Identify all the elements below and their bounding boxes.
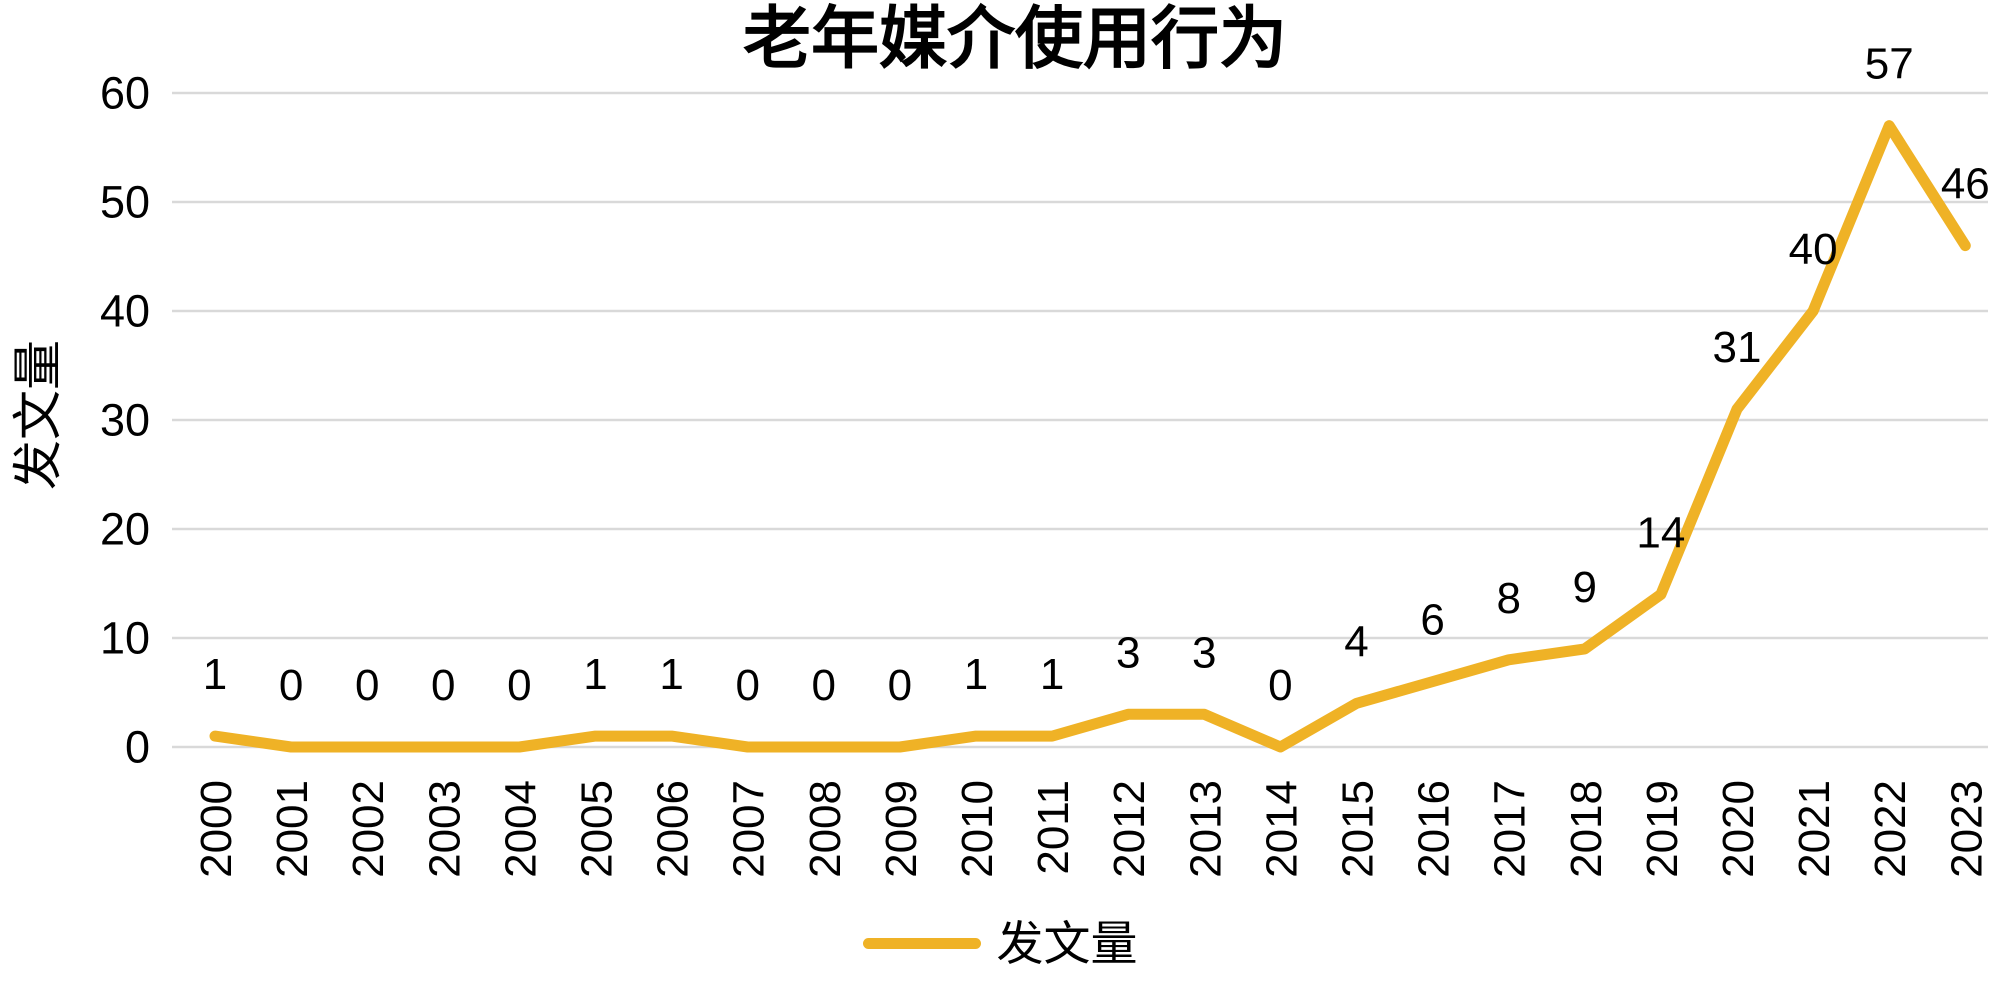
x-tick-label: 2015 bbox=[1334, 780, 1383, 878]
legend-label: 发文量 bbox=[996, 916, 1138, 970]
data-label: 4 bbox=[1344, 617, 1368, 666]
x-tick-label: 2007 bbox=[725, 780, 774, 878]
y-axis-title: 发文量 bbox=[10, 340, 66, 490]
y-tick-label: 0 bbox=[125, 722, 150, 773]
x-tick-label: 2013 bbox=[1181, 780, 1230, 878]
y-tick-label: 60 bbox=[100, 68, 150, 119]
legend-line-swatch bbox=[862, 937, 981, 949]
x-tick-label: 2002 bbox=[344, 780, 393, 878]
data-label: 1 bbox=[659, 650, 683, 699]
data-label: 0 bbox=[507, 661, 531, 710]
x-tick-label: 2023 bbox=[1942, 780, 1991, 878]
data-label: 1 bbox=[203, 650, 227, 699]
data-label: 0 bbox=[279, 661, 303, 710]
x-tick-label: 2012 bbox=[1105, 780, 1154, 878]
chart-title: 老年媒介使用行为 bbox=[742, 1, 1287, 77]
x-tick-label: 2008 bbox=[801, 780, 850, 878]
data-label: 40 bbox=[1789, 225, 1838, 274]
x-tick-label: 2017 bbox=[1486, 780, 1535, 878]
x-tick-label: 2003 bbox=[420, 780, 469, 878]
x-tick-label: 2004 bbox=[496, 780, 545, 878]
x-tick-label: 2022 bbox=[1866, 780, 1915, 878]
data-label: 0 bbox=[812, 661, 836, 710]
x-tick-label: 2014 bbox=[1257, 780, 1306, 878]
y-tick-label: 40 bbox=[100, 286, 150, 337]
data-label: 6 bbox=[1420, 596, 1444, 645]
y-tick-label: 20 bbox=[100, 504, 150, 555]
x-tick-label: 2010 bbox=[953, 780, 1002, 878]
y-tick-label: 50 bbox=[100, 177, 150, 228]
x-tick-label: 2006 bbox=[649, 780, 698, 878]
x-tick-label: 2021 bbox=[1790, 780, 1839, 878]
x-tick-label: 2016 bbox=[1410, 780, 1459, 878]
x-tick-label: 2000 bbox=[192, 780, 241, 878]
series-line bbox=[209, 120, 1971, 753]
x-tick-label: 2020 bbox=[1714, 780, 1763, 878]
x-tick-label: 2005 bbox=[573, 780, 622, 878]
data-label: 0 bbox=[355, 661, 379, 710]
data-label: 9 bbox=[1573, 563, 1597, 612]
x-tick-label: 2009 bbox=[877, 780, 926, 878]
x-tick-label: 2001 bbox=[268, 780, 317, 878]
data-label: 0 bbox=[888, 661, 912, 710]
data-label: 14 bbox=[1636, 508, 1685, 557]
legend: 发文量 bbox=[0, 908, 2000, 978]
data-label: 0 bbox=[1268, 661, 1292, 710]
y-tick-label: 10 bbox=[100, 613, 150, 664]
data-label: 0 bbox=[431, 661, 455, 710]
x-tick-label: 2019 bbox=[1638, 780, 1687, 878]
data-label: 1 bbox=[964, 650, 988, 699]
x-tick-label: 2011 bbox=[1029, 780, 1078, 875]
data-label: 3 bbox=[1192, 628, 1216, 677]
data-label: 57 bbox=[1865, 40, 1914, 89]
data-label: 46 bbox=[1941, 160, 1990, 209]
y-tick-label: 30 bbox=[100, 395, 150, 446]
data-label: 1 bbox=[583, 650, 607, 699]
data-label: 8 bbox=[1496, 574, 1520, 623]
data-label: 31 bbox=[1713, 323, 1762, 372]
x-tick-label: 2018 bbox=[1562, 780, 1611, 878]
data-label: 3 bbox=[1116, 628, 1140, 677]
data-label: 0 bbox=[735, 661, 759, 710]
data-label: 1 bbox=[1040, 650, 1064, 699]
